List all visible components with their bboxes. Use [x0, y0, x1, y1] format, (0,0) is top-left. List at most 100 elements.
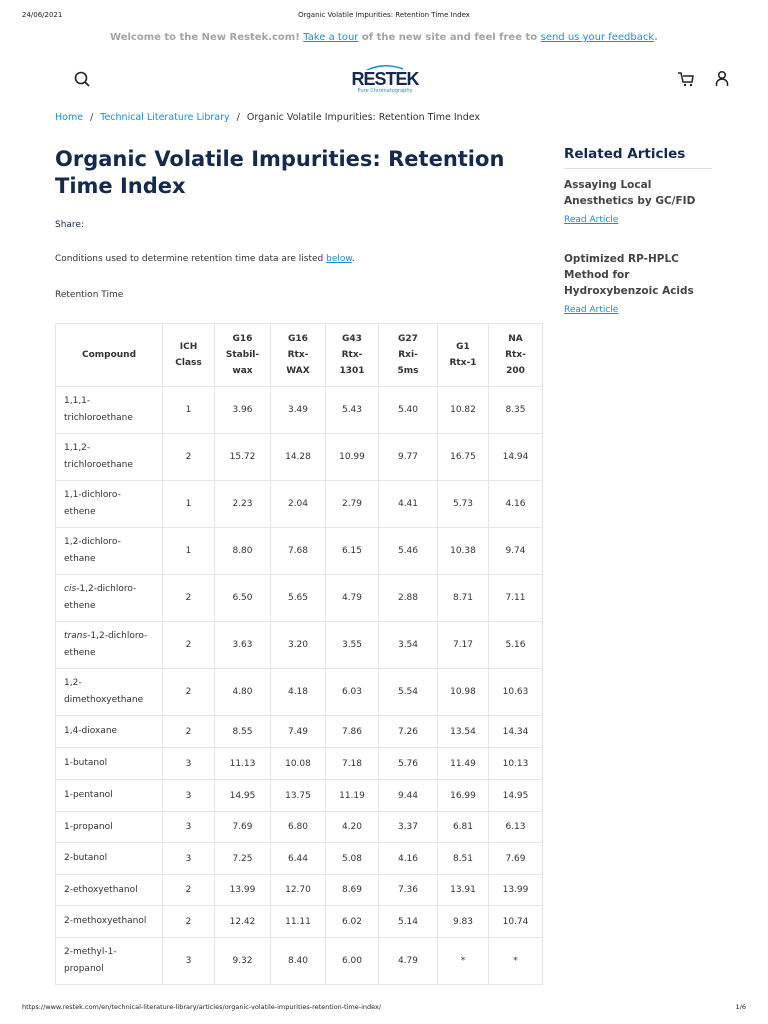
retention-time-cell: 8.69 [325, 874, 379, 906]
header-line: WAX [286, 366, 310, 376]
retention-time-cell: 4.80 [214, 668, 271, 716]
table-row: 1,1-dichloro-ethene 1 2.23 2.04 2.79 4.41 5.73… [55, 480, 543, 528]
compound-prefix: cis [64, 584, 77, 594]
retention-time-cell: 3.96 [214, 386, 271, 434]
compound-name: 1-pentanol [64, 790, 113, 800]
ich-class-cell: 3 [162, 811, 215, 843]
compound-name-line: cis-1,2-dichloro- [64, 581, 158, 598]
take-tour-link[interactable]: Take a tour [303, 32, 359, 43]
retention-time-cell: 12.42 [214, 905, 271, 938]
header-line: 1301 [339, 366, 365, 376]
compound-name-line: 1-pentanol [64, 787, 158, 804]
column-header: NA Rtx- 200 [488, 323, 543, 387]
compound-name: 1-butanol [64, 758, 108, 768]
compound-name: 1,2- [64, 678, 82, 688]
compound-name: 2-methyl-1- [64, 947, 117, 957]
compound-name-line: ethene [64, 645, 158, 662]
retention-time-cell: 2.23 [214, 480, 271, 528]
retention-time-cell: 9.32 [214, 937, 271, 985]
retention-time-cell: 8.80 [214, 527, 271, 575]
user-icon[interactable] [715, 70, 729, 91]
cart-icon[interactable] [677, 71, 695, 91]
restek-logo[interactable]: RESTEK Pure Chromatography [340, 64, 430, 94]
header-line: G16 [288, 334, 308, 344]
compound-name: propanol [64, 964, 104, 974]
retention-time-cell: 5.46 [378, 527, 438, 575]
ich-class-cell: 1 [162, 527, 215, 575]
logo-tagline: Pure Chromatography [357, 88, 413, 94]
retention-time-cell: 10.98 [437, 668, 489, 716]
share-label: Share: [55, 220, 85, 230]
retention-time-cell: 5.65 [270, 574, 326, 622]
retention-time-cell: 4.79 [378, 937, 438, 985]
logo-wordmark: RESTEK [351, 69, 419, 89]
retention-time-cell: 8.35 [488, 386, 543, 434]
print-date: 24/06/2021 [22, 11, 63, 19]
compound-name-line: 1,2-dichloro- [64, 534, 158, 551]
ich-class-cell: 2 [162, 668, 215, 716]
compound-cell: 1-pentanol [55, 779, 163, 812]
retention-time-cell: 4.41 [378, 480, 438, 528]
retention-time-cell: 5.16 [488, 621, 543, 669]
column-header: ICH Class [162, 323, 215, 387]
header-line: G16 [232, 334, 253, 344]
table-row: 1,4-dioxane 2 8.55 7.49 7.86 7.26 13.54 14.34 [55, 715, 543, 748]
retention-time-cell: 3.55 [325, 621, 379, 669]
section-label: Retention Time [55, 290, 124, 300]
breadcrumb-library[interactable]: Technical Literature Library [100, 112, 230, 123]
column-header: Compound [55, 323, 163, 387]
ich-class-cell: 3 [162, 937, 215, 985]
table-row: 2-butanol 3 7.25 6.44 5.08 4.16 8.51 7.69 [55, 842, 543, 875]
article-title[interactable]: Assaying Local Anesthetics by GC/FID [564, 179, 696, 207]
print-url: https://www.restek.com/en/technical-lite… [22, 1003, 382, 1011]
read-article-link[interactable]: Read Article [564, 215, 619, 225]
compound-cell: 2-ethoxyethanol [55, 874, 163, 906]
compound-name: dimethoxyethane [64, 695, 144, 705]
compound-name-line: 1,2- [64, 675, 158, 692]
retention-time-cell: 16.75 [437, 433, 489, 481]
table-row: 1,1,2- trichloroethane 2 15.72 14.28 10.99 9.7… [55, 433, 543, 481]
compound-name: 2-butanol [64, 853, 108, 863]
read-article-link[interactable]: Read Article [564, 305, 619, 315]
compound-cell: 1,4-dioxane [55, 715, 163, 748]
retention-time-cell: 3.54 [378, 621, 438, 669]
ich-class-cell: 2 [162, 715, 215, 748]
retention-time-cell: 6.50 [214, 574, 271, 622]
table-row: cis-1,2-dichloro-ethene 2 6.50 5.65 4.79 2.88… [55, 574, 543, 622]
retention-time-cell: 7.36 [378, 874, 438, 906]
compound-cell: 1,1-dichloro-ethene [55, 480, 163, 528]
compound-name: trichloroethane [64, 413, 133, 423]
compound-name: 1,1-dichloro- [64, 490, 121, 500]
compound-cell: 2-methoxyethanol [55, 905, 163, 938]
retention-time-cell: 4.16 [488, 480, 543, 528]
retention-time-cell: 10.13 [488, 747, 543, 780]
header-line: Rtx- [505, 350, 526, 360]
compound-name: -1,2-dichloro- [76, 584, 137, 594]
compound-name-line: 1-propanol [64, 819, 158, 836]
compound-name: -1,2-dichloro- [87, 631, 148, 641]
compound-name-line: 1-butanol [64, 755, 158, 772]
table-row: trans-1,2-dichloro-ethene 2 3.63 3.20 3.55 3.… [55, 621, 543, 669]
breadcrumb-current: Organic Volatile Impurities: Retention T… [246, 112, 481, 123]
table-row: 1,2-dichloro-ethane 1 8.80 7.68 6.15 5.46 10.3… [55, 527, 543, 575]
article-title[interactable]: Optimized RP-HPLC Method for Hydroxybenz… [564, 253, 694, 297]
conditions-text: Conditions used to determine retention t… [55, 254, 355, 264]
feedback-link[interactable]: send us your feedback [540, 32, 655, 43]
breadcrumb-home[interactable]: Home [55, 112, 84, 123]
breadcrumb-separator: / [90, 112, 94, 123]
compound-name-line: dimethoxyethane [64, 692, 158, 709]
retention-time-cell: 2.79 [325, 480, 379, 528]
search-icon[interactable] [74, 71, 90, 91]
compound-name-line: 1,1,2- [64, 440, 158, 457]
retention-time-cell: 14.94 [488, 433, 543, 481]
retention-time-cell: 14.28 [270, 433, 326, 481]
compound-name: ethene [64, 507, 96, 517]
column-header: G16 Stabil-wax [214, 323, 271, 387]
retention-time-cell: 6.03 [325, 668, 379, 716]
compound-name-line: ethene [64, 504, 158, 521]
retention-time-cell: 10.08 [270, 747, 326, 780]
conditions-below-link[interactable]: below [326, 254, 352, 264]
retention-time-cell: 13.99 [488, 874, 543, 906]
compound-cell: 1,1,1- trichloroethane [55, 386, 163, 434]
retention-time-cell: 9.77 [378, 433, 438, 481]
